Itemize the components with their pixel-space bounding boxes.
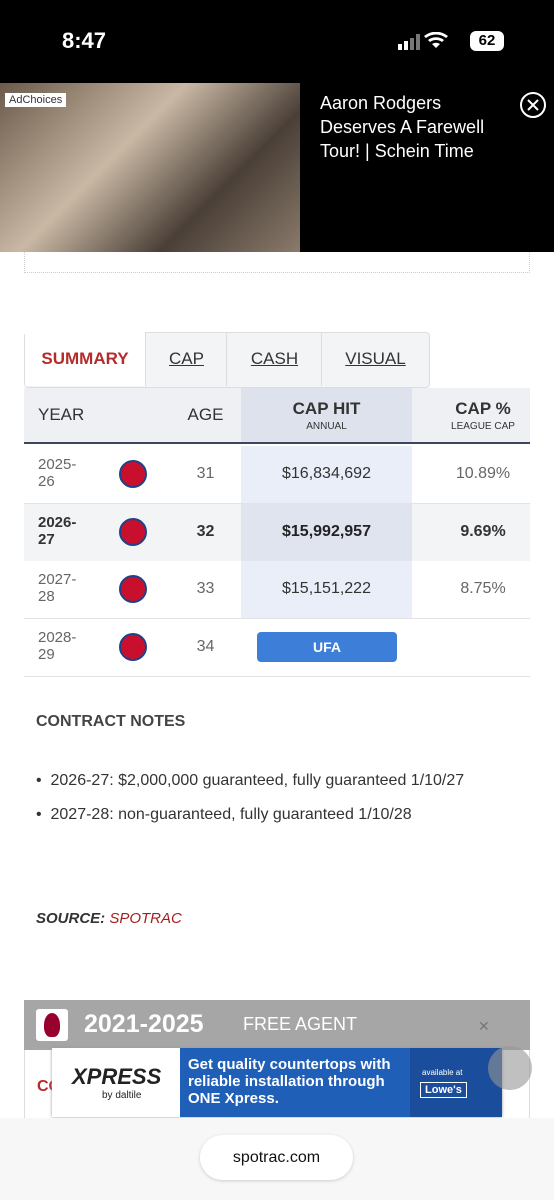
- year: 2027-28: [38, 571, 77, 605]
- cap-pct: 8.75%: [460, 580, 506, 597]
- banner-ad[interactable]: XPRESS by daltile Get quality countertop…: [52, 1048, 502, 1117]
- tab[interactable]: CAP: [145, 332, 227, 386]
- cap-pct: 10.89%: [455, 465, 511, 482]
- browser-bar: spotrac.com: [0, 1118, 554, 1200]
- ad-available: available at: [422, 1068, 463, 1077]
- source-label: SOURCE:: [36, 910, 106, 927]
- note-text: 2027-28: non-guaranteed, fully guarantee…: [50, 806, 412, 823]
- cap-hit-bg: [241, 503, 412, 561]
- status-button[interactable]: UFA: [257, 631, 397, 662]
- ad-title[interactable]: Aaron Rodgers Deserves A Farewell Tour! …: [320, 93, 485, 161]
- ad-retailer: Lowe's: [420, 1082, 467, 1098]
- tab[interactable]: SUMMARY: [25, 332, 145, 386]
- header: CAP HIT: [292, 399, 361, 418]
- contract-years: 2021-2025: [84, 1010, 204, 1038]
- header-sub: LEAGUE CAP: [451, 421, 515, 432]
- heat-logo: [36, 1009, 68, 1041]
- signal-wifi: [398, 32, 448, 50]
- team-logo: [119, 575, 147, 603]
- note: • 2026-27: $2,000,000 guaranteed, fully …: [36, 772, 465, 789]
- contract-bar: 2021-2025 FREE AGENT: [24, 1000, 530, 1050]
- header: CAP %: [455, 399, 511, 418]
- cap-hit-bg: [241, 561, 412, 618]
- cap-pct: 9.69%: [460, 522, 506, 540]
- year: 2025-26: [38, 456, 77, 490]
- header-sub: ANNUAL: [306, 421, 347, 432]
- tab[interactable]: VISUAL: [321, 332, 429, 386]
- header-highlight: [241, 388, 412, 442]
- year: 2026-27: [38, 513, 77, 548]
- ad-by: by daltile: [102, 1090, 142, 1101]
- contract-type: FREE AGENT: [243, 1014, 358, 1034]
- notes-heading: CONTRACT NOTES: [36, 713, 186, 730]
- source: SOURCE: SPOTRAC: [36, 910, 182, 927]
- battery: 62: [470, 31, 504, 51]
- note-text: 2026-27: $2,000,000 guaranteed, fully gu…: [50, 772, 465, 789]
- age: 33: [196, 580, 215, 597]
- ad-brand: XPRESS: [72, 1064, 162, 1089]
- age: 32: [196, 522, 215, 540]
- video-thumbnail: [0, 83, 300, 252]
- header: AGE: [187, 405, 224, 424]
- age: 31: [196, 465, 215, 482]
- cap-hit: $15,992,957: [282, 522, 371, 540]
- ad-text: Get quality countertops with reliable in…: [188, 1056, 391, 1107]
- cap-hit: $16,834,692: [282, 465, 371, 482]
- url-pill[interactable]: spotrac.com: [200, 1135, 353, 1180]
- status-bar: 8:47 62: [0, 0, 554, 83]
- scroll-top[interactable]: [488, 1046, 532, 1090]
- team-logo: [119, 517, 147, 546]
- video-ad: AdChoices Aaron Rodgers Deserves A Farew…: [0, 83, 554, 252]
- cap-hit-bg: [241, 446, 412, 503]
- tab[interactable]: CASH: [226, 332, 322, 386]
- ad-text-bg: [180, 1048, 410, 1117]
- close-button[interactable]: [518, 90, 548, 120]
- header: YEAR: [38, 405, 85, 424]
- team-logo: [119, 460, 147, 488]
- time: 8:47: [62, 28, 107, 53]
- source-link[interactable]: SPOTRAC: [109, 910, 182, 927]
- cap-hit: $15,151,222: [282, 580, 371, 597]
- age: 34: [196, 637, 215, 655]
- team-logo: [119, 632, 147, 661]
- content-box: [24, 252, 530, 273]
- year: 2028-29: [38, 628, 77, 663]
- ad-choices[interactable]: AdChoices: [5, 93, 67, 107]
- ad-close[interactable]: ✕: [478, 1018, 490, 1034]
- note: • 2027-28: non-guaranteed, fully guarant…: [36, 806, 412, 823]
